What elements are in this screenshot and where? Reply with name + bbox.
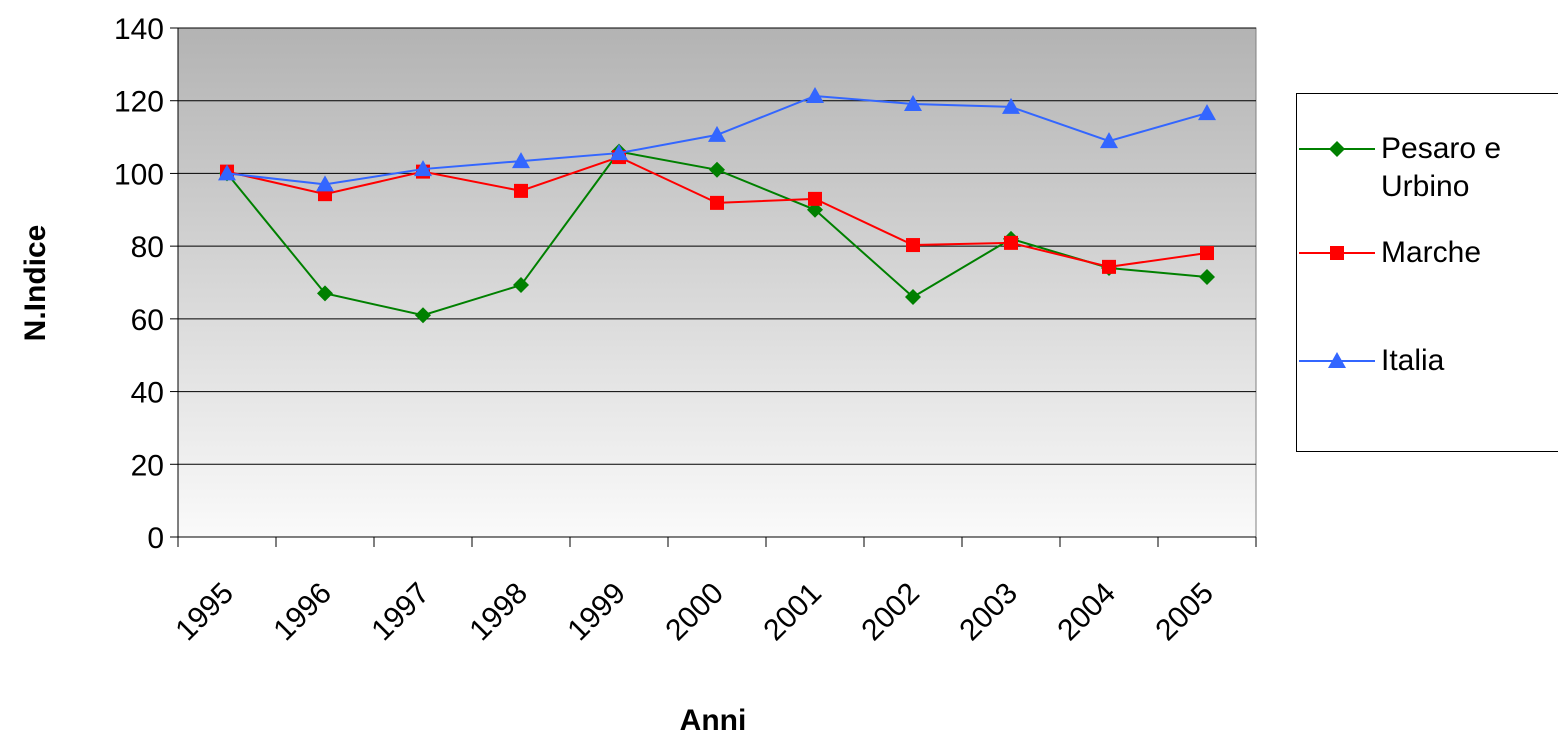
- marker: [415, 307, 431, 324]
- marker: [316, 175, 334, 192]
- marker: [709, 161, 725, 178]
- marker: [708, 125, 726, 142]
- legend-label: Pesaro e Urbino: [1381, 132, 1502, 203]
- marker: [1328, 352, 1346, 368]
- marker: [514, 183, 528, 198]
- marker: [218, 164, 236, 181]
- legend-item: Pesaro e Urbino: [1297, 130, 1558, 206]
- y-tick-label: 20: [131, 449, 164, 482]
- legend-swatch: [1299, 352, 1375, 368]
- x-tick-label: 1997: [365, 577, 436, 648]
- marker: [1100, 132, 1118, 149]
- marker: [808, 191, 822, 206]
- x-tick-label: 1996: [267, 577, 338, 648]
- x-tick-label: 1995: [169, 577, 240, 648]
- legend-item: Italia: [1297, 342, 1558, 380]
- y-tick-label: 80: [131, 231, 164, 264]
- marker: [904, 94, 922, 111]
- x-tick-label: 2003: [953, 577, 1024, 648]
- marker: [610, 144, 628, 161]
- x-tick-label: 2002: [855, 577, 926, 648]
- marker: [512, 152, 530, 169]
- y-tick-label: 60: [131, 304, 164, 337]
- x-axis-label: Anni: [680, 704, 747, 737]
- marker: [905, 289, 921, 306]
- y-tick-label: 0: [147, 522, 164, 555]
- x-tick-label: 1998: [463, 577, 534, 648]
- legend-swatch: [1299, 246, 1375, 260]
- y-tick-label: 40: [131, 377, 164, 410]
- marker: [1330, 246, 1344, 260]
- marker: [1004, 235, 1018, 250]
- marker: [806, 86, 824, 103]
- marker: [1002, 97, 1020, 114]
- marker: [906, 238, 920, 253]
- marker: [1199, 269, 1215, 286]
- y-tick-label: 100: [114, 158, 164, 191]
- y-tick-label: 120: [114, 86, 164, 119]
- marker: [1329, 141, 1345, 157]
- x-tick-label: 2005: [1149, 577, 1220, 648]
- marker: [1198, 104, 1216, 121]
- legend: Pesaro e Urbino Marche Italia: [1296, 93, 1558, 452]
- x-tick-label: 2004: [1051, 577, 1122, 648]
- marker: [513, 277, 529, 294]
- x-tick-label: 2001: [757, 577, 828, 648]
- x-tick-label: 1999: [561, 577, 632, 648]
- legend-item: Marche: [1297, 234, 1558, 272]
- marker: [710, 195, 724, 210]
- marker: [1102, 259, 1116, 274]
- marker: [1200, 246, 1214, 261]
- plot-area: [177, 27, 1257, 538]
- y-tick-label: 140: [114, 13, 164, 46]
- x-tick-label: 2000: [659, 577, 730, 648]
- legend-label: Italia: [1381, 344, 1445, 377]
- legend-label: Marche: [1381, 236, 1482, 269]
- y-axis-label: N.Indice: [19, 225, 52, 342]
- legend-swatch: [1299, 141, 1375, 157]
- marker: [317, 285, 333, 302]
- marker: [414, 160, 432, 177]
